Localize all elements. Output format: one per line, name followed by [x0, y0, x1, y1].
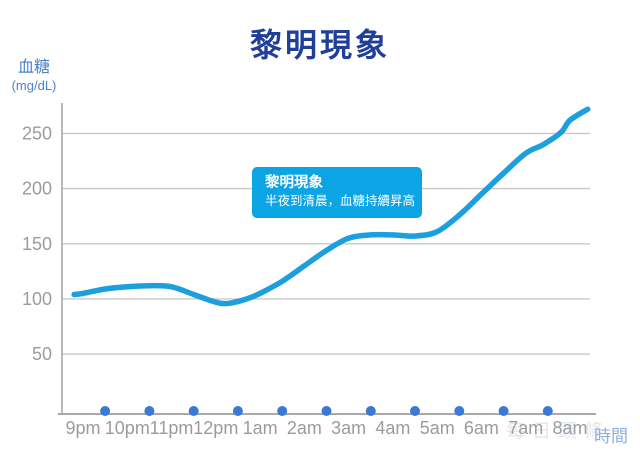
x-tick-label: 9pm	[65, 418, 100, 438]
y-axis-name: 血糖	[17, 59, 50, 76]
axis-dot	[232, 406, 243, 416]
watermark: 每日頭條	[506, 421, 611, 442]
axis-dot	[144, 406, 155, 416]
x-tick-label: 5am	[420, 418, 455, 438]
x-tick-label: 7am	[508, 418, 543, 438]
y-tick-label: 150	[22, 234, 52, 254]
x-tick-label: 8am	[552, 418, 587, 438]
y-tick-label: 50	[32, 344, 52, 364]
y-tick-label: 200	[22, 179, 52, 199]
x-tick-label: 2am	[287, 418, 322, 438]
y-axis-unit: (mg/dL)	[11, 78, 57, 93]
axis-dot	[454, 406, 465, 416]
y-axis-label: 血糖 (mg/dL)	[4, 58, 64, 94]
x-tick-label: 4am	[375, 418, 410, 438]
glucose-curve	[71, 106, 591, 307]
callout: 黎明現象 半夜到清晨，血糖持續昇高	[252, 167, 422, 218]
axis-dot	[365, 406, 376, 416]
y-tick-label: 100	[22, 289, 52, 309]
x-axis-title: 時間	[594, 427, 628, 446]
axis-dot	[542, 406, 553, 416]
axis-dot	[277, 406, 288, 416]
x-tick-label: 11pm	[150, 418, 194, 438]
x-tick-label: 3am	[331, 418, 366, 438]
x-tick-label: 1am	[243, 418, 278, 438]
callout-subtitle: 半夜到清晨，血糖持續昇高	[265, 194, 416, 209]
x-tick-label: 12pm	[193, 418, 238, 438]
x-tick-label: 10pm	[105, 418, 150, 438]
x-tick-label: 6am	[464, 418, 499, 438]
callout-title: 黎明現象	[265, 175, 323, 191]
axis-dot	[188, 406, 199, 416]
axis-dot	[410, 406, 420, 416]
y-tick-label: 250	[22, 123, 52, 143]
chart-title: 黎明現象	[249, 27, 390, 63]
axis-dot	[498, 406, 509, 416]
axis-dot	[321, 406, 332, 416]
axis-dot	[100, 406, 111, 416]
